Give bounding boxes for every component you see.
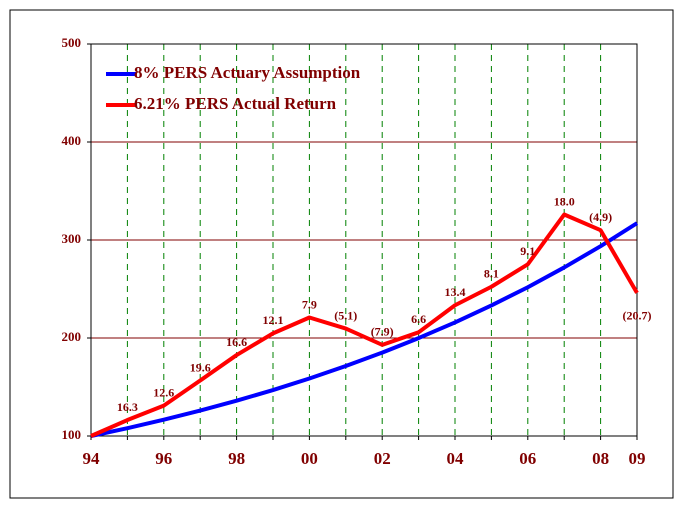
y-tick-label: 300 — [62, 231, 82, 246]
data-annotation: 6.6 — [411, 312, 426, 326]
data-annotation: 13.4 — [445, 285, 466, 299]
data-annotation: 8.1 — [484, 266, 499, 280]
data-annotation: (4.9) — [589, 210, 612, 224]
data-annotation: 18.0 — [554, 194, 575, 208]
marks — [90, 212, 639, 438]
data-annotation: 12.1 — [263, 313, 284, 327]
x-tick-label: 96 — [155, 449, 172, 468]
data-annotation: 12.6 — [153, 385, 174, 399]
data-annotation: 9.1 — [520, 244, 535, 258]
legend-label: 8% PERS Actuary Assumption — [134, 63, 361, 82]
grid — [87, 43, 638, 440]
frame — [9, 9, 674, 499]
x-tick-label: 06 — [519, 449, 536, 468]
y-tick-label: 200 — [62, 329, 82, 344]
y-tick-label: 500 — [62, 35, 82, 50]
x-tick-label: 94 — [83, 449, 101, 468]
y-tick-label: 400 — [62, 133, 82, 148]
data-annotation: (20.7) — [623, 309, 652, 323]
data-annotation: 7.9 — [302, 297, 317, 311]
legend-label: 6.21% PERS Actual Return — [134, 94, 337, 113]
data-annotation: (7.9) — [371, 325, 394, 339]
x-tick-label: 09 — [629, 449, 646, 468]
data-annotation: 16.6 — [226, 335, 247, 349]
x-tick-label: 04 — [447, 449, 465, 468]
plot-area — [90, 43, 638, 437]
x-tick-label: 02 — [374, 449, 391, 468]
x-tick-label: 98 — [228, 449, 245, 468]
data-annotation: 19.6 — [190, 360, 211, 374]
y-tick-label: 100 — [62, 427, 82, 442]
data-annotation: 16.3 — [117, 400, 138, 414]
x-tick-label: 08 — [592, 449, 609, 468]
series-line — [90, 212, 639, 438]
data-annotation: (5.1) — [334, 308, 357, 322]
series-line — [90, 221, 639, 438]
x-tick-label: 00 — [301, 449, 318, 468]
